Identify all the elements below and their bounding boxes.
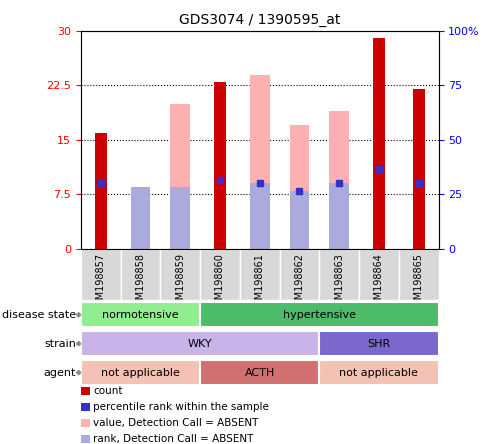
Text: hypertensive: hypertensive <box>283 310 356 320</box>
Bar <box>399 248 439 253</box>
Bar <box>160 248 200 253</box>
Bar <box>200 248 240 253</box>
Text: GSM198859: GSM198859 <box>175 253 185 312</box>
Bar <box>329 111 349 249</box>
Bar <box>290 125 309 249</box>
Text: GSM198862: GSM198862 <box>294 253 304 312</box>
Bar <box>81 248 121 253</box>
Text: strain: strain <box>44 339 76 349</box>
Bar <box>250 183 270 249</box>
Text: WKY: WKY <box>188 339 212 349</box>
Bar <box>240 248 280 253</box>
Text: GSM198860: GSM198860 <box>215 253 225 312</box>
Bar <box>290 190 309 249</box>
Text: GSM198864: GSM198864 <box>374 253 384 312</box>
Bar <box>130 187 150 249</box>
Bar <box>319 249 359 300</box>
Bar <box>200 302 439 327</box>
Bar <box>359 248 399 253</box>
Bar <box>329 183 349 249</box>
Bar <box>200 360 319 385</box>
Bar <box>200 249 240 300</box>
Title: GDS3074 / 1390595_at: GDS3074 / 1390595_at <box>179 13 341 27</box>
Text: GSM198865: GSM198865 <box>414 253 424 312</box>
Bar <box>373 38 385 249</box>
Bar <box>121 249 160 300</box>
Bar <box>319 248 359 253</box>
Bar <box>95 133 107 249</box>
Text: value, Detection Call = ABSENT: value, Detection Call = ABSENT <box>93 418 259 428</box>
Text: GSM198858: GSM198858 <box>135 253 146 312</box>
Bar <box>413 89 425 249</box>
Text: agent: agent <box>44 368 76 377</box>
Bar <box>250 75 270 249</box>
Bar <box>240 249 280 300</box>
Bar <box>280 249 319 300</box>
Bar <box>81 360 200 385</box>
Text: SHR: SHR <box>368 339 391 349</box>
Text: percentile rank within the sample: percentile rank within the sample <box>93 402 269 412</box>
Text: not applicable: not applicable <box>340 368 418 377</box>
Bar <box>130 238 150 249</box>
Text: GSM198861: GSM198861 <box>255 253 265 312</box>
Bar <box>319 331 439 356</box>
Bar <box>81 249 121 300</box>
Text: normotensive: normotensive <box>102 310 179 320</box>
Bar <box>171 187 190 249</box>
Bar <box>160 249 200 300</box>
Bar <box>399 249 439 300</box>
Bar <box>319 360 439 385</box>
Text: GSM198863: GSM198863 <box>334 253 344 312</box>
Text: rank, Detection Call = ABSENT: rank, Detection Call = ABSENT <box>93 434 253 444</box>
Bar <box>81 331 319 356</box>
Bar <box>171 103 190 249</box>
Bar <box>359 249 399 300</box>
Bar <box>280 248 319 253</box>
Bar <box>214 82 226 249</box>
Text: count: count <box>93 386 122 396</box>
Bar <box>121 248 160 253</box>
Bar <box>81 302 200 327</box>
Text: disease state: disease state <box>2 310 76 320</box>
Text: ACTH: ACTH <box>245 368 275 377</box>
Text: GSM198857: GSM198857 <box>96 253 106 312</box>
Text: not applicable: not applicable <box>101 368 180 377</box>
